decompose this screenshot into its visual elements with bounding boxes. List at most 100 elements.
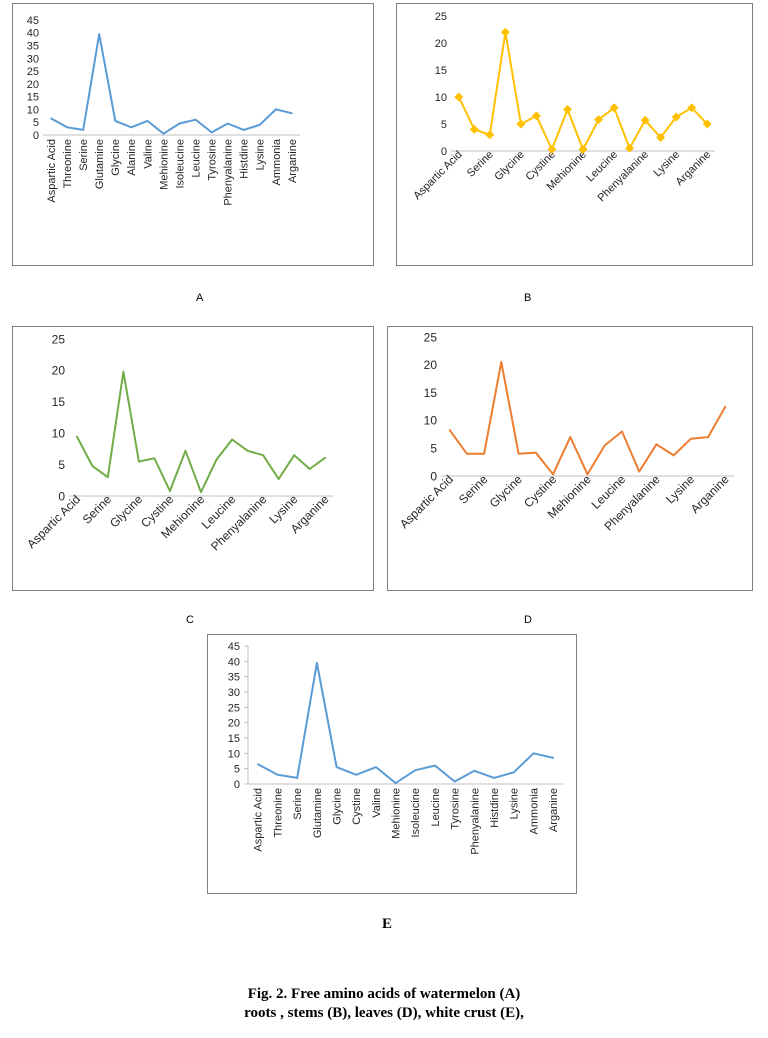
y-tick-label-a: 20 — [27, 79, 39, 91]
y-tick-label-b: 20 — [435, 38, 447, 50]
y-tick-label-e: 10 — [228, 748, 240, 760]
data-point-d — [655, 443, 658, 446]
x-tick-label-b: Glycine — [492, 149, 526, 183]
data-point-d — [483, 452, 485, 455]
y-tick-label-e: 35 — [228, 672, 240, 684]
y-tick-label-d: 0 — [430, 469, 437, 483]
data-point-a — [275, 108, 277, 111]
data-point-b — [485, 130, 495, 140]
data-point-e — [473, 770, 476, 772]
data-point-b — [656, 133, 666, 142]
x-tick-label-e: Threonine — [272, 788, 284, 838]
data-point-a — [130, 126, 133, 129]
y-tick-label-b: 10 — [435, 92, 447, 104]
y-tick-label-a: 0 — [33, 130, 39, 142]
x-tick-label-a: Serine — [78, 139, 90, 171]
x-tick-label-a: Arganine — [287, 139, 299, 183]
y-tick-label-d: 15 — [424, 386, 438, 400]
y-tick-label-a: 40 — [27, 28, 39, 40]
data-point-a — [162, 132, 165, 135]
y-tick-label-a: 25 — [27, 66, 39, 78]
data-point-c — [324, 456, 327, 459]
data-point-b — [640, 115, 650, 125]
y-tick-label-a: 10 — [27, 104, 39, 116]
x-tick-label-e: Cystine — [351, 788, 363, 825]
panel-label-c: C — [186, 614, 194, 626]
y-tick-label-b: 15 — [435, 65, 447, 77]
y-tick-label-e: 5 — [234, 764, 240, 776]
chart-panel-a: 0 5 10 15 20 25 30 35 40 45 Aspartic Acid Threonine… — [12, 3, 374, 266]
x-tick-label-a: Valine — [142, 139, 154, 169]
data-point-a — [210, 131, 213, 134]
y-tick-label-e: 45 — [228, 641, 240, 653]
y-tick-label-c: 25 — [52, 332, 66, 346]
x-tick-label-a: Glycine — [110, 139, 122, 176]
data-point-b — [594, 115, 604, 125]
y-tick-label-e: 30 — [228, 687, 240, 699]
data-point-c — [184, 449, 187, 452]
data-point-a — [66, 126, 68, 129]
data-point-c — [246, 449, 249, 452]
panel-label-a: A — [196, 292, 204, 304]
data-point-b — [562, 104, 572, 114]
y-tick-label-c: 15 — [52, 395, 66, 409]
x-tick-label-a: Lysine — [255, 139, 267, 170]
y-tick-label-b: 25 — [435, 11, 447, 23]
x-tick-label-d: Aspartic Acid — [397, 472, 456, 531]
panel-label-b: B — [524, 292, 532, 304]
data-point-b — [516, 119, 526, 129]
panel-label-d: D — [524, 614, 532, 626]
chart-panel-b: 0 5 10 15 20 25 Aspartic Acid Serine Glycine Cyst… — [396, 3, 753, 266]
data-point-a — [82, 129, 84, 131]
x-tick-label-d: Glycine — [487, 472, 525, 510]
y-tick-label-a: 30 — [27, 53, 39, 65]
data-point-c — [91, 465, 94, 467]
data-point-b — [469, 124, 479, 134]
x-tick-label-e: Leucine — [430, 788, 442, 827]
data-point-b — [687, 103, 697, 113]
data-point-d — [466, 452, 468, 455]
y-tick-label-e: 15 — [228, 733, 240, 745]
y-tick-label-c: 0 — [58, 489, 65, 503]
x-tick-label-e: Ammonia — [528, 787, 540, 834]
data-point-e — [394, 782, 397, 784]
chart-e-svg: 0 5 10 15 20 25 30 35 40 45 Aspartic Acid Threonine… — [228, 641, 563, 855]
chart-panel-c: 0 5 10 15 20 25 Aspartic Acid Serine Glycine Cyst… — [12, 326, 374, 591]
data-point-a — [98, 33, 101, 35]
data-point-d — [569, 436, 572, 438]
data-point-d — [500, 361, 503, 363]
figure-caption-line-2: roots , stems (B), leaves (D), white cru… — [244, 1005, 524, 1021]
x-tick-label-e: Lysine — [509, 788, 521, 819]
data-point-b — [671, 112, 681, 122]
data-point-d — [621, 430, 623, 433]
x-tick-label-e: Valine — [371, 788, 383, 818]
x-tick-label-a: Phenyalanine — [223, 139, 235, 206]
data-point-e — [552, 757, 554, 759]
data-point-b — [454, 92, 464, 102]
data-point-a — [194, 118, 197, 121]
y-tick-label-e: 0 — [234, 779, 240, 791]
data-point-c — [169, 490, 171, 492]
data-point-c — [215, 458, 218, 461]
data-point-b — [625, 143, 635, 153]
x-tick-label-a: Leucine — [190, 139, 202, 178]
data-point-a — [178, 122, 181, 125]
data-point-d — [724, 405, 727, 408]
data-point-e — [493, 777, 495, 779]
data-point-c — [262, 454, 264, 456]
x-tick-label-e: Glutamine — [312, 788, 324, 838]
data-point-d — [707, 436, 709, 438]
x-tick-label-a: Glutamine — [94, 139, 106, 189]
chart-panel-d: 0 5 10 15 20 25 Aspartic Acid Serine Glycine Cyst… — [387, 326, 753, 591]
data-point-b — [702, 119, 712, 129]
data-point-c — [107, 476, 109, 478]
y-tick-label-b: 5 — [441, 119, 447, 131]
series-line-a — [50, 33, 293, 135]
x-tick-label-e: Aspartic Acid — [253, 788, 265, 852]
data-point-a — [259, 123, 261, 126]
x-tick-label-e: Arganine — [548, 788, 560, 832]
